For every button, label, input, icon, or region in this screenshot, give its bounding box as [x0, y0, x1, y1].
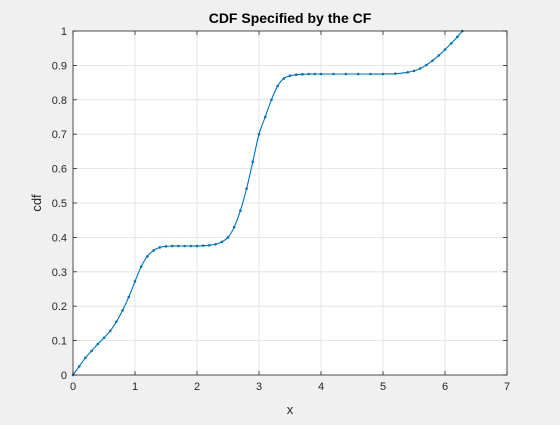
data-point-marker [437, 54, 441, 57]
data-point-marker [449, 42, 453, 45]
series-layer [71, 29, 464, 377]
data-point-marker [356, 72, 360, 76]
data-point-marker [412, 69, 416, 73]
data-point-marker [127, 295, 131, 299]
y-tick-label: 0.7 [52, 129, 67, 141]
data-point-marker [139, 265, 143, 268]
x-tick-label: 5 [380, 381, 386, 393]
data-point-marker [270, 98, 273, 102]
data-point-marker [220, 240, 224, 244]
data-point-marker [208, 244, 211, 247]
data-point-marker [313, 72, 317, 76]
x-tick-label: 6 [442, 381, 448, 393]
y-tick-label: 0.6 [52, 164, 67, 176]
data-point-marker [456, 35, 459, 39]
data-point-marker [239, 209, 242, 212]
data-point-marker [381, 72, 385, 76]
data-point-marker [170, 244, 174, 248]
data-point-marker [369, 72, 372, 76]
data-point-marker [294, 73, 298, 76]
data-point-marker [164, 245, 168, 248]
data-point-marker [201, 244, 205, 247]
data-point-marker [146, 255, 149, 258]
data-point-marker [245, 187, 248, 190]
data-point-marker [332, 72, 335, 76]
x-tick-label: 1 [132, 381, 138, 393]
data-point-marker [307, 72, 310, 76]
data-point-marker [152, 249, 155, 252]
data-point-marker [133, 280, 137, 283]
y-tick-label: 0.9 [52, 60, 67, 72]
data-point-marker [344, 72, 348, 76]
y-tick-label: 1 [61, 26, 67, 38]
data-point-marker [102, 336, 106, 340]
data-point-marker [96, 342, 100, 346]
data-point-marker [288, 74, 292, 78]
y-tick-label: 0.1 [52, 336, 67, 348]
data-point-marker [418, 67, 422, 70]
data-point-marker [425, 63, 428, 67]
data-point-marker [77, 365, 81, 368]
data-point-marker [115, 320, 118, 323]
y-tick-label: 0.3 [52, 267, 67, 279]
data-point-marker [90, 349, 93, 353]
data-point-marker [276, 84, 279, 88]
data-point-marker [263, 115, 267, 119]
data-point-marker [443, 48, 447, 51]
x-tick-label: 4 [318, 381, 324, 393]
y-axis-label: cdf [29, 194, 44, 212]
data-point-marker [108, 329, 112, 333]
data-point-marker [257, 132, 261, 136]
data-point-marker [251, 160, 255, 164]
y-tick-label: 0.8 [52, 95, 67, 107]
data-point-marker [301, 73, 304, 76]
ticks: 0 1 2 3 4 5 6 7 0 0.1 0.2 0.3 0.4 0.5 0.6 0.7 0.8 0.9 1 [52, 26, 510, 393]
data-point-marker [189, 244, 193, 248]
data-point-marker [232, 225, 236, 229]
data-point-marker [84, 356, 87, 360]
y-tick-label: 0 [61, 370, 67, 382]
data-point-marker [158, 246, 162, 249]
y-tick-label: 0.2 [52, 301, 67, 313]
data-point-marker [183, 244, 186, 248]
data-point-marker [319, 72, 323, 76]
y-tick-label: 0.4 [52, 232, 67, 244]
x-tick-label: 2 [194, 381, 200, 393]
data-point-marker [195, 244, 199, 248]
data-point-marker [394, 72, 397, 75]
x-tick-label: 3 [256, 381, 262, 393]
chart-title: CDF Specified by the CF [209, 10, 372, 26]
y-tick-label: 0.5 [52, 198, 67, 210]
data-point-marker [406, 70, 410, 74]
data-point-marker [214, 242, 217, 246]
data-point-marker [431, 59, 434, 62]
x-tick-label: 0 [70, 381, 76, 393]
x-axis-label: x [287, 402, 294, 417]
data-point-marker [121, 309, 124, 312]
data-point-marker [177, 244, 180, 248]
data-point-marker [282, 77, 286, 80]
x-tick-label: 7 [504, 381, 510, 393]
data-point-marker [226, 236, 230, 239]
